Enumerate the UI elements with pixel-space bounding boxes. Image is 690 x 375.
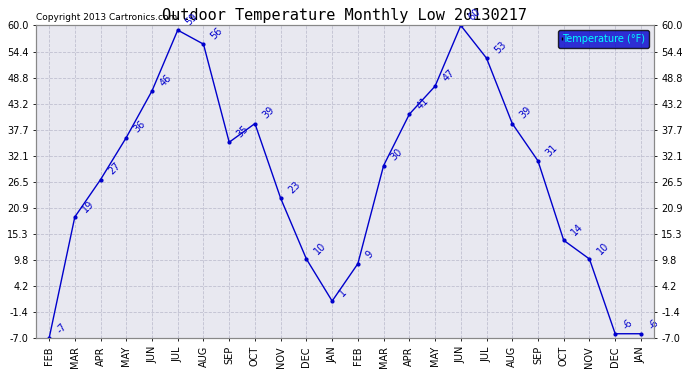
Text: 56: 56 <box>209 26 225 41</box>
Text: -7: -7 <box>55 322 68 336</box>
Text: 39: 39 <box>518 105 533 121</box>
Text: 9: 9 <box>364 249 375 261</box>
Text: 53: 53 <box>492 39 508 56</box>
Text: 60: 60 <box>466 7 482 22</box>
Text: 10: 10 <box>595 240 611 256</box>
Text: 10: 10 <box>312 240 328 256</box>
Text: 39: 39 <box>261 105 276 121</box>
Text: 31: 31 <box>544 142 560 158</box>
Legend: Temperature (°F): Temperature (°F) <box>558 30 649 48</box>
Text: Copyright 2013 Cartronics.com: Copyright 2013 Cartronics.com <box>36 13 177 22</box>
Text: 59: 59 <box>184 12 199 27</box>
Text: 46: 46 <box>157 72 173 88</box>
Text: 36: 36 <box>132 119 148 135</box>
Text: 19: 19 <box>80 198 96 214</box>
Text: 14: 14 <box>569 222 585 237</box>
Text: 23: 23 <box>286 180 302 195</box>
Text: 1: 1 <box>337 287 349 298</box>
Title: Outdoor Temperature Monthly Low 20130217: Outdoor Temperature Monthly Low 20130217 <box>163 8 527 23</box>
Text: 41: 41 <box>415 96 431 111</box>
Text: 27: 27 <box>106 161 122 177</box>
Text: 35: 35 <box>235 124 250 140</box>
Text: 47: 47 <box>441 68 457 83</box>
Text: 30: 30 <box>389 147 405 163</box>
Text: -6: -6 <box>621 317 635 331</box>
Text: -6: -6 <box>647 317 660 331</box>
